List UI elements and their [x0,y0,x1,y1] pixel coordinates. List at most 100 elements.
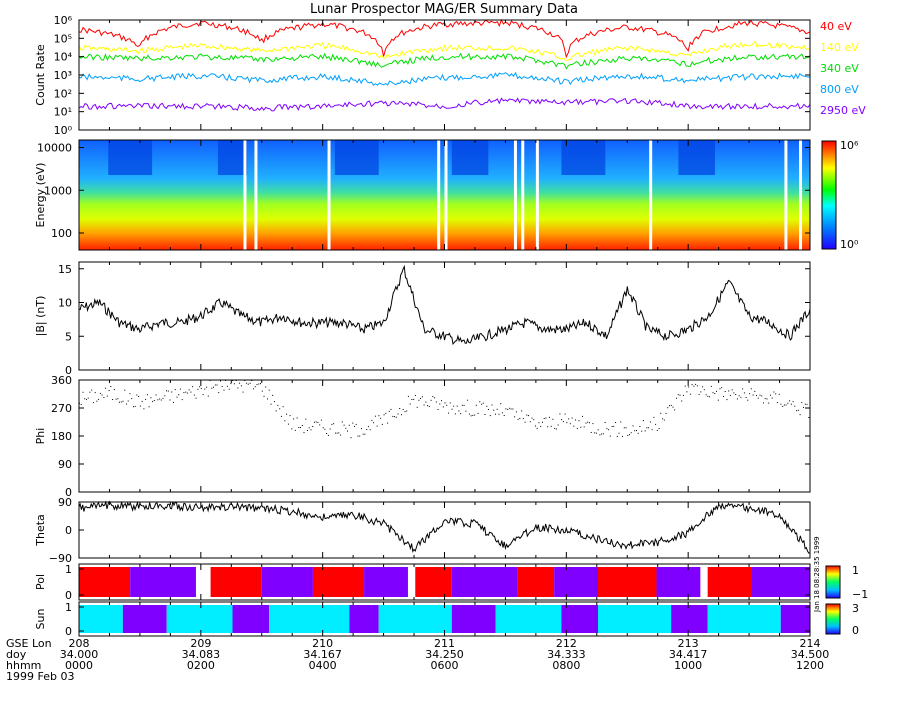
phi-point [103,397,105,398]
phi-point [519,417,521,419]
phi-point [300,427,301,429]
spectrogram-colorbar [821,140,837,250]
phi-point [696,385,698,387]
phi-point [82,391,84,393]
phi-point [597,429,599,431]
spectrogram-y-tick-label: 1000 [44,184,72,197]
phi-point [754,390,756,392]
legend-label-4: 2950 eV [820,104,866,117]
phi-point [98,398,100,400]
phi-point [150,397,152,399]
phi-point [213,386,214,388]
phi-point [115,398,117,400]
phi-point [808,417,810,418]
phi-point [634,430,636,432]
phi-point [681,400,683,402]
count-rate-y-tick-label: 10² [54,87,72,100]
phi-point [723,396,724,397]
phi-frame [78,379,811,493]
phi-point [501,412,503,414]
phi-point [152,401,154,403]
phi-point [385,412,387,414]
phi-point [329,428,331,430]
phi-point [743,392,745,394]
phi-point [173,401,174,403]
phi-point [343,424,345,426]
phi-point [693,385,695,387]
phi-point [256,384,258,386]
phi-point [637,432,639,434]
phi-point [736,398,738,400]
phi-point [796,410,798,412]
phi-point [148,406,150,408]
phi-point [185,391,187,393]
footer-doy-tick: 34.000 [60,648,99,661]
phi-point [411,399,413,400]
phi-points [79,380,810,439]
phi-point [726,399,728,401]
phi-point [629,434,630,436]
phi-point [799,414,801,416]
phi-point [399,408,401,409]
phi-point [660,412,662,414]
phi-point [435,401,437,403]
count-rate-y-tick-label: 10⁵ [54,32,72,45]
phi-point [740,396,742,398]
phi-point [117,398,119,400]
phi-point [568,418,570,420]
phi-point [310,429,312,431]
phi-point [648,427,650,429]
phi-point [674,409,676,411]
phi-point [662,418,664,420]
phi-point [475,404,477,406]
phi-point [703,389,705,391]
spectrogram-gap [799,140,803,250]
phi-point [211,387,213,389]
phi-point [547,426,549,428]
footer-gse-lon-tick: 213 [678,637,699,650]
phi-point [108,390,110,391]
phi-point [482,402,484,404]
phi-point [583,426,585,428]
count-rate-y-tick-label: 10⁰ [54,124,73,137]
phi-point [181,399,183,401]
phi-point [618,432,620,434]
phi-point [164,395,166,397]
phi-point [327,434,329,436]
phi-point [275,410,277,412]
phi-point [131,398,133,400]
polarity-segment [415,567,452,597]
phi-point [578,420,580,422]
phi-point [646,427,648,429]
phi-point [521,410,523,412]
phi-point [785,404,787,406]
phi-point [260,383,261,385]
phi-point [611,426,613,427]
phi-point [296,417,298,419]
spectrogram-gap [243,140,247,250]
phi-point [139,405,141,407]
phi-point [347,430,348,432]
phi-point [540,425,542,427]
phi-point [803,406,804,408]
phi-point [176,396,178,398]
phi-point [474,414,476,416]
phi-point [576,427,578,429]
phi-point [336,432,338,434]
phi-point [510,408,512,410]
phi-point [423,404,425,406]
phi-point [333,423,335,425]
phi-point [601,433,603,435]
phi-point [717,399,719,401]
phi-point [233,383,235,385]
phi-point [141,400,143,402]
phi-point [120,401,122,403]
phi-point [390,408,392,410]
theta-line [78,500,811,554]
footer-hhmm-tick: 0400 [309,659,337,672]
phi-point [193,394,195,396]
magnitude-lines [78,264,811,345]
phi-point [380,417,382,419]
phi-point [237,387,239,389]
phi-point [289,415,291,417]
